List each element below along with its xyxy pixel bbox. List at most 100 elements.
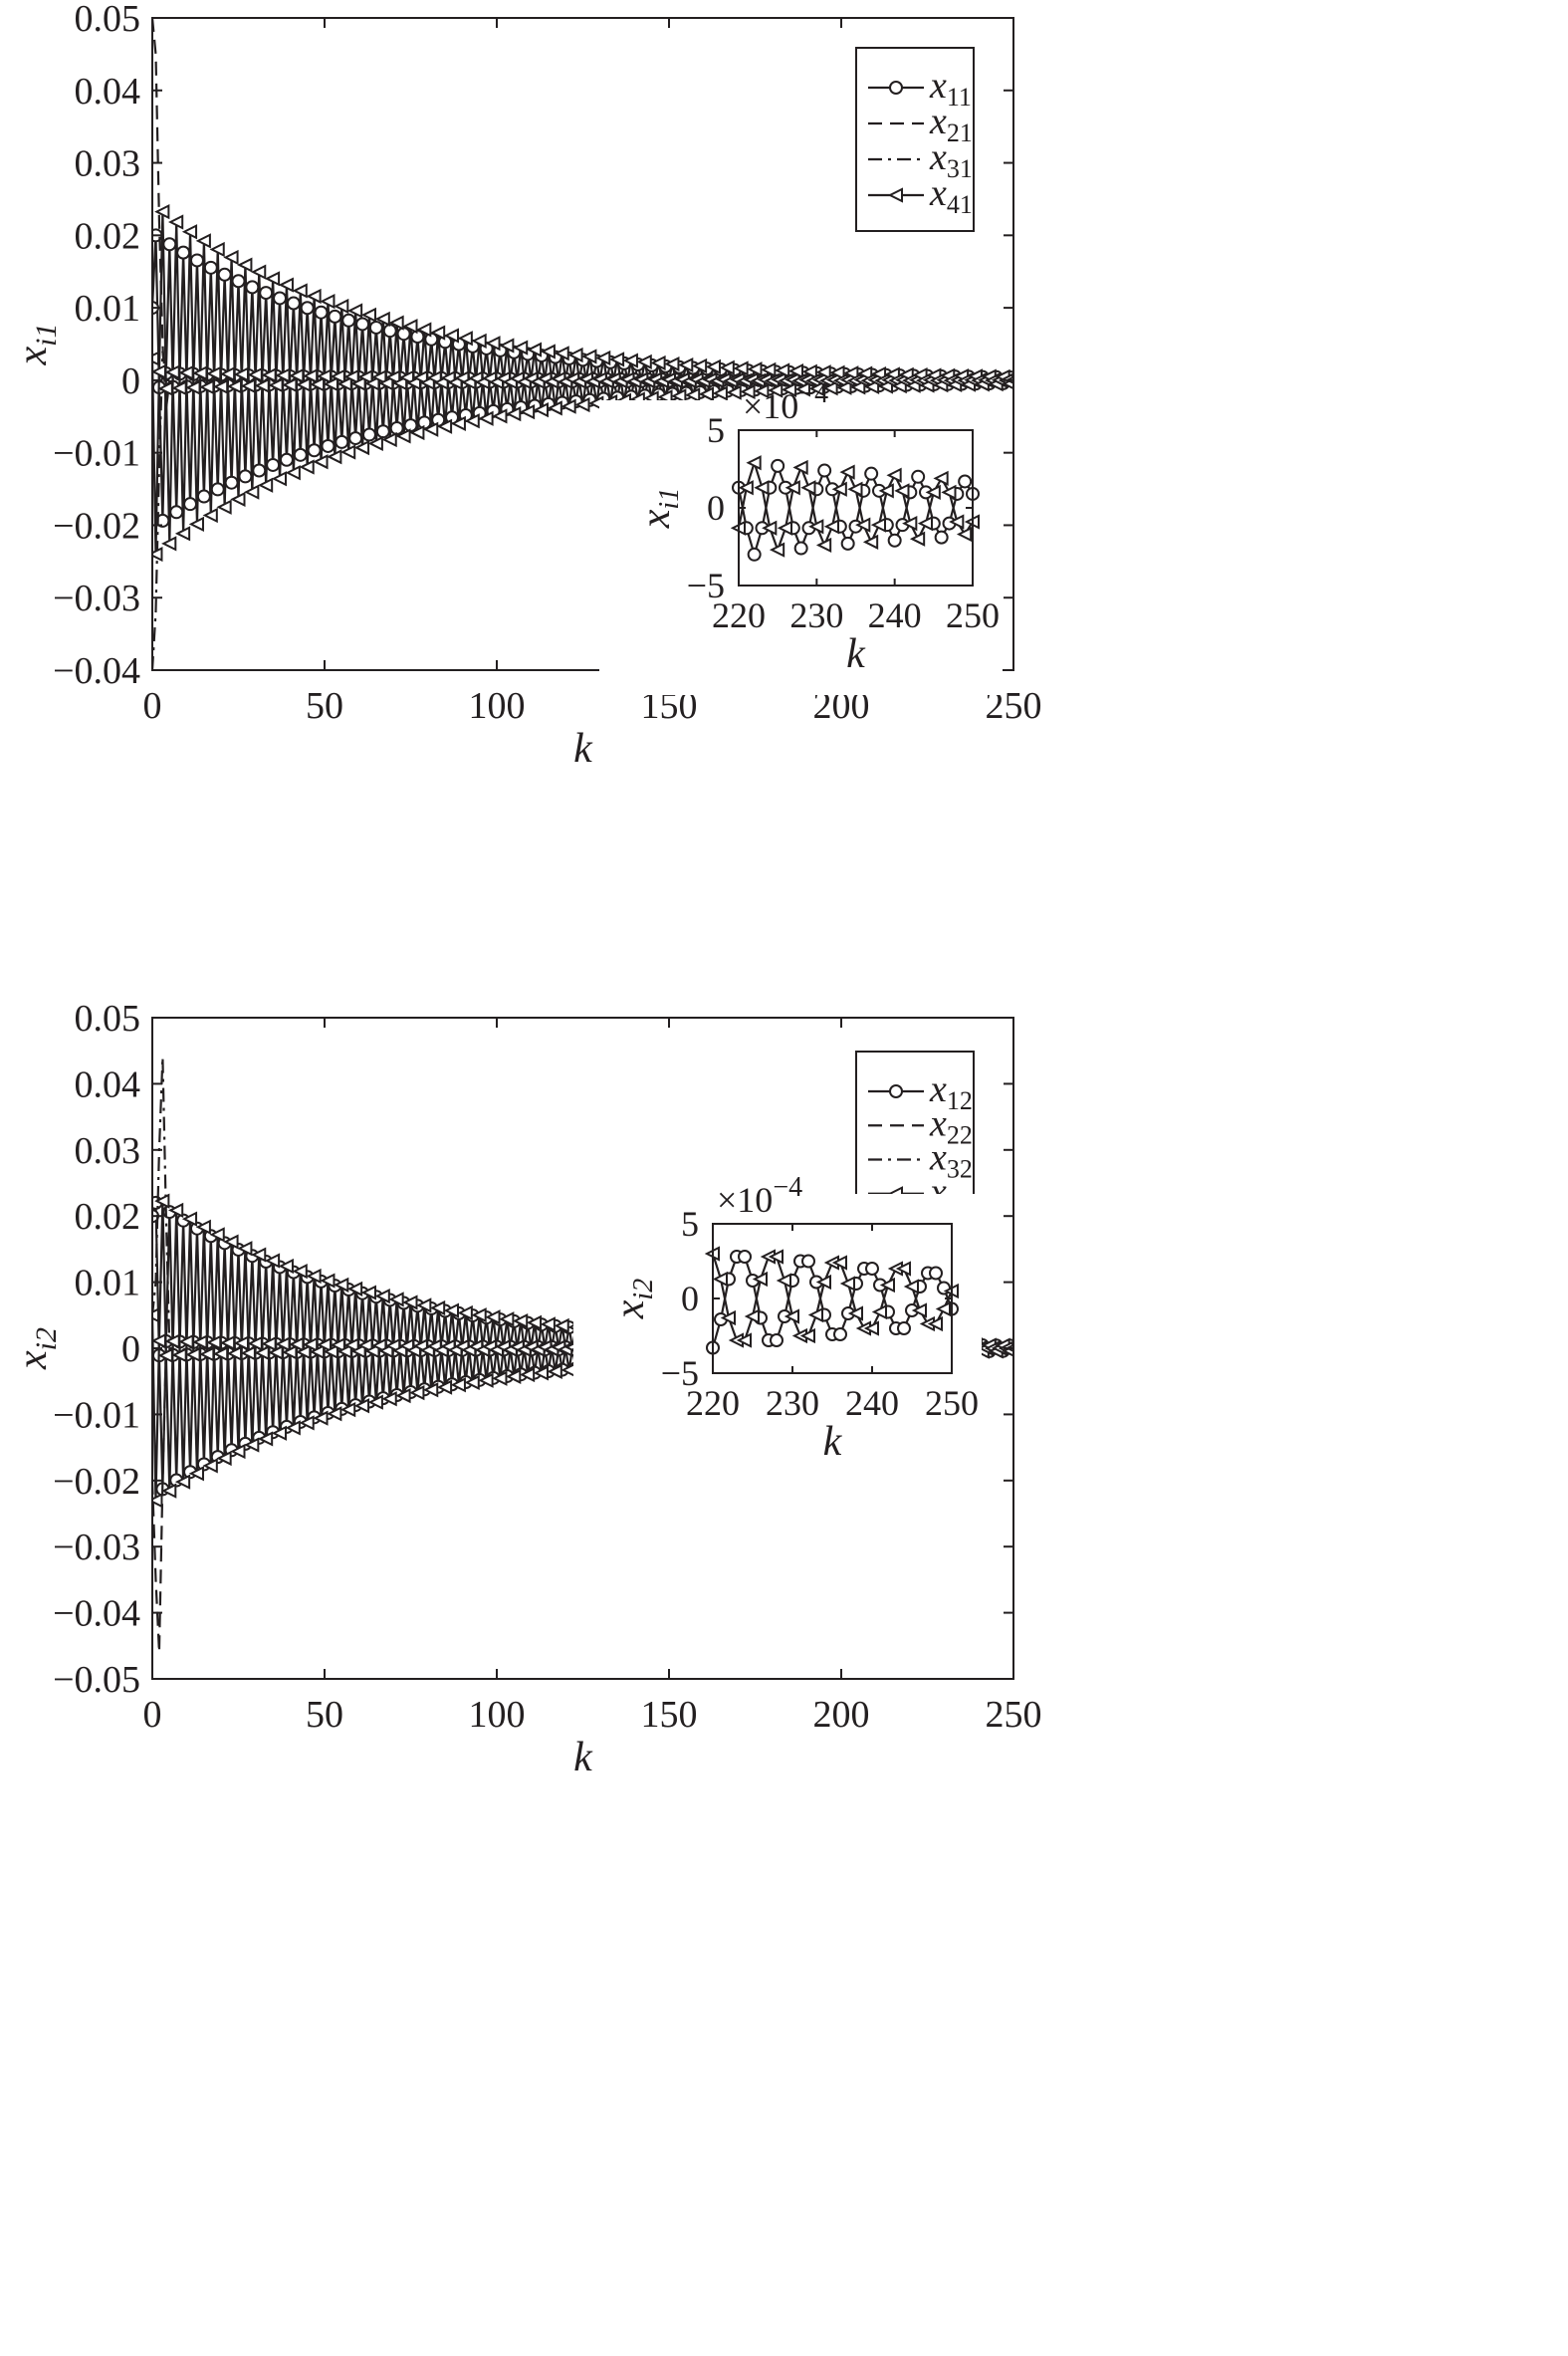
marker-x41 xyxy=(774,362,790,378)
marker-x41 xyxy=(212,378,229,394)
inset-marker-x41 xyxy=(909,531,926,547)
marker-x41 xyxy=(323,376,338,392)
inset-marker-x41 xyxy=(847,481,863,497)
marker-x42 xyxy=(316,1336,332,1353)
marker-x42 xyxy=(388,1292,404,1307)
inset-multiplier: ×10−4 xyxy=(743,378,828,426)
x-tick-label: 0 xyxy=(143,1694,162,1736)
marker-x11 xyxy=(245,280,260,295)
marker-x41 xyxy=(268,377,284,393)
marker-x42 xyxy=(423,1382,439,1398)
inset-marker-x41 xyxy=(800,480,816,496)
inset-marker-x11 xyxy=(911,469,926,484)
inset-marker-x41 xyxy=(917,515,933,532)
inset-marker-x11 xyxy=(817,463,832,478)
inset-marker-x41 xyxy=(855,517,871,533)
legend-label: x21 xyxy=(929,101,973,147)
marker-x41 xyxy=(299,459,315,475)
marker-x11 xyxy=(279,452,294,467)
inset-marker-x12 xyxy=(833,1327,847,1341)
marker-x41 xyxy=(188,516,204,533)
marker-x41 xyxy=(289,367,305,383)
marker-x11 xyxy=(162,237,177,252)
marker-x41 xyxy=(152,351,159,366)
marker-x41 xyxy=(240,377,256,394)
inset-marker-x42 xyxy=(815,1274,831,1291)
x-tick-label: 150 xyxy=(641,1694,698,1736)
marker-x11 xyxy=(348,431,363,446)
marker-x41 xyxy=(554,346,569,361)
marker-x41 xyxy=(664,355,680,372)
inset-series-group xyxy=(705,1246,959,1355)
inset-marker-x12 xyxy=(929,1266,943,1281)
marker-x42 xyxy=(409,1384,425,1401)
marker-x42 xyxy=(485,1309,501,1325)
marker-x41 xyxy=(302,367,319,384)
inset-marker-x42 xyxy=(768,1249,784,1265)
marker-x41 xyxy=(712,385,728,401)
marker-x42 xyxy=(547,1363,562,1379)
marker-x42 xyxy=(395,1387,411,1404)
marker-x41 xyxy=(346,303,363,319)
marker-x42 xyxy=(554,1317,569,1334)
marker-x41 xyxy=(787,363,804,379)
marker-x42 xyxy=(161,1483,177,1499)
marker-x41 xyxy=(423,421,439,437)
marker-x41 xyxy=(254,377,270,393)
y-tick-label: 0.01 xyxy=(75,1263,141,1304)
marker-x42 xyxy=(296,1344,312,1360)
inset-marker-x41 xyxy=(769,542,785,558)
marker-x42 xyxy=(174,1474,191,1490)
inset-marker-x41 xyxy=(933,470,949,486)
marker-x41 xyxy=(450,415,466,431)
inset-marker-x42 xyxy=(871,1303,887,1320)
marker-x42 xyxy=(240,1345,256,1361)
marker-x41 xyxy=(856,365,873,381)
marker-x42 xyxy=(219,1334,236,1351)
marker-x42 xyxy=(152,1332,166,1349)
marker-x41 xyxy=(436,418,453,434)
marker-x41 xyxy=(251,264,267,280)
x-tick-label: 100 xyxy=(469,1694,526,1736)
marker-x11 xyxy=(335,434,349,449)
y-tick-label: −0.03 xyxy=(53,578,140,619)
y-axis-label: xi2 xyxy=(10,1327,63,1370)
marker-x42 xyxy=(313,1410,329,1426)
inset-marker-x41 xyxy=(949,514,965,530)
marker-x42 xyxy=(209,1227,225,1243)
marker-x41 xyxy=(822,380,838,396)
y-tick-label: 0.05 xyxy=(75,998,141,1040)
inset-marker-x41 xyxy=(784,480,800,496)
y-tick-label: −0.01 xyxy=(53,433,140,475)
marker-x42 xyxy=(223,1234,239,1250)
legend-marker xyxy=(889,81,903,95)
y-tick-label: −0.01 xyxy=(53,1394,140,1436)
marker-x41 xyxy=(257,477,274,493)
x-tick-label: 50 xyxy=(306,685,343,727)
marker-x42 xyxy=(268,1344,284,1360)
marker-x42 xyxy=(152,1493,163,1509)
inset-marker-x42 xyxy=(847,1305,863,1321)
marker-x42 xyxy=(506,1368,522,1384)
marker-x11 xyxy=(375,424,390,439)
inset-y-tick-label: −5 xyxy=(661,1353,699,1393)
inset-marker-x12 xyxy=(801,1254,815,1269)
marker-x42 xyxy=(192,1334,208,1350)
inset-marker-x12 xyxy=(865,1262,879,1276)
marker-x41 xyxy=(161,536,177,552)
y-tick-label: −0.04 xyxy=(53,1593,140,1635)
marker-x11 xyxy=(217,267,232,282)
marker-x11 xyxy=(183,497,198,512)
marker-x41 xyxy=(781,381,797,398)
y-tick-label: −0.05 xyxy=(53,1659,140,1701)
x-tick-label: 250 xyxy=(986,1694,1042,1736)
marker-x41 xyxy=(237,257,253,273)
inset-marker-x42 xyxy=(935,1300,951,1317)
marker-x41 xyxy=(815,364,831,380)
marker-x41 xyxy=(247,366,263,382)
inset-marker-x41 xyxy=(870,517,886,533)
inset-marker-x42 xyxy=(712,1271,728,1288)
marker-x42 xyxy=(374,1288,390,1304)
marker-x42 xyxy=(416,1297,432,1313)
marker-x42 xyxy=(443,1302,460,1318)
